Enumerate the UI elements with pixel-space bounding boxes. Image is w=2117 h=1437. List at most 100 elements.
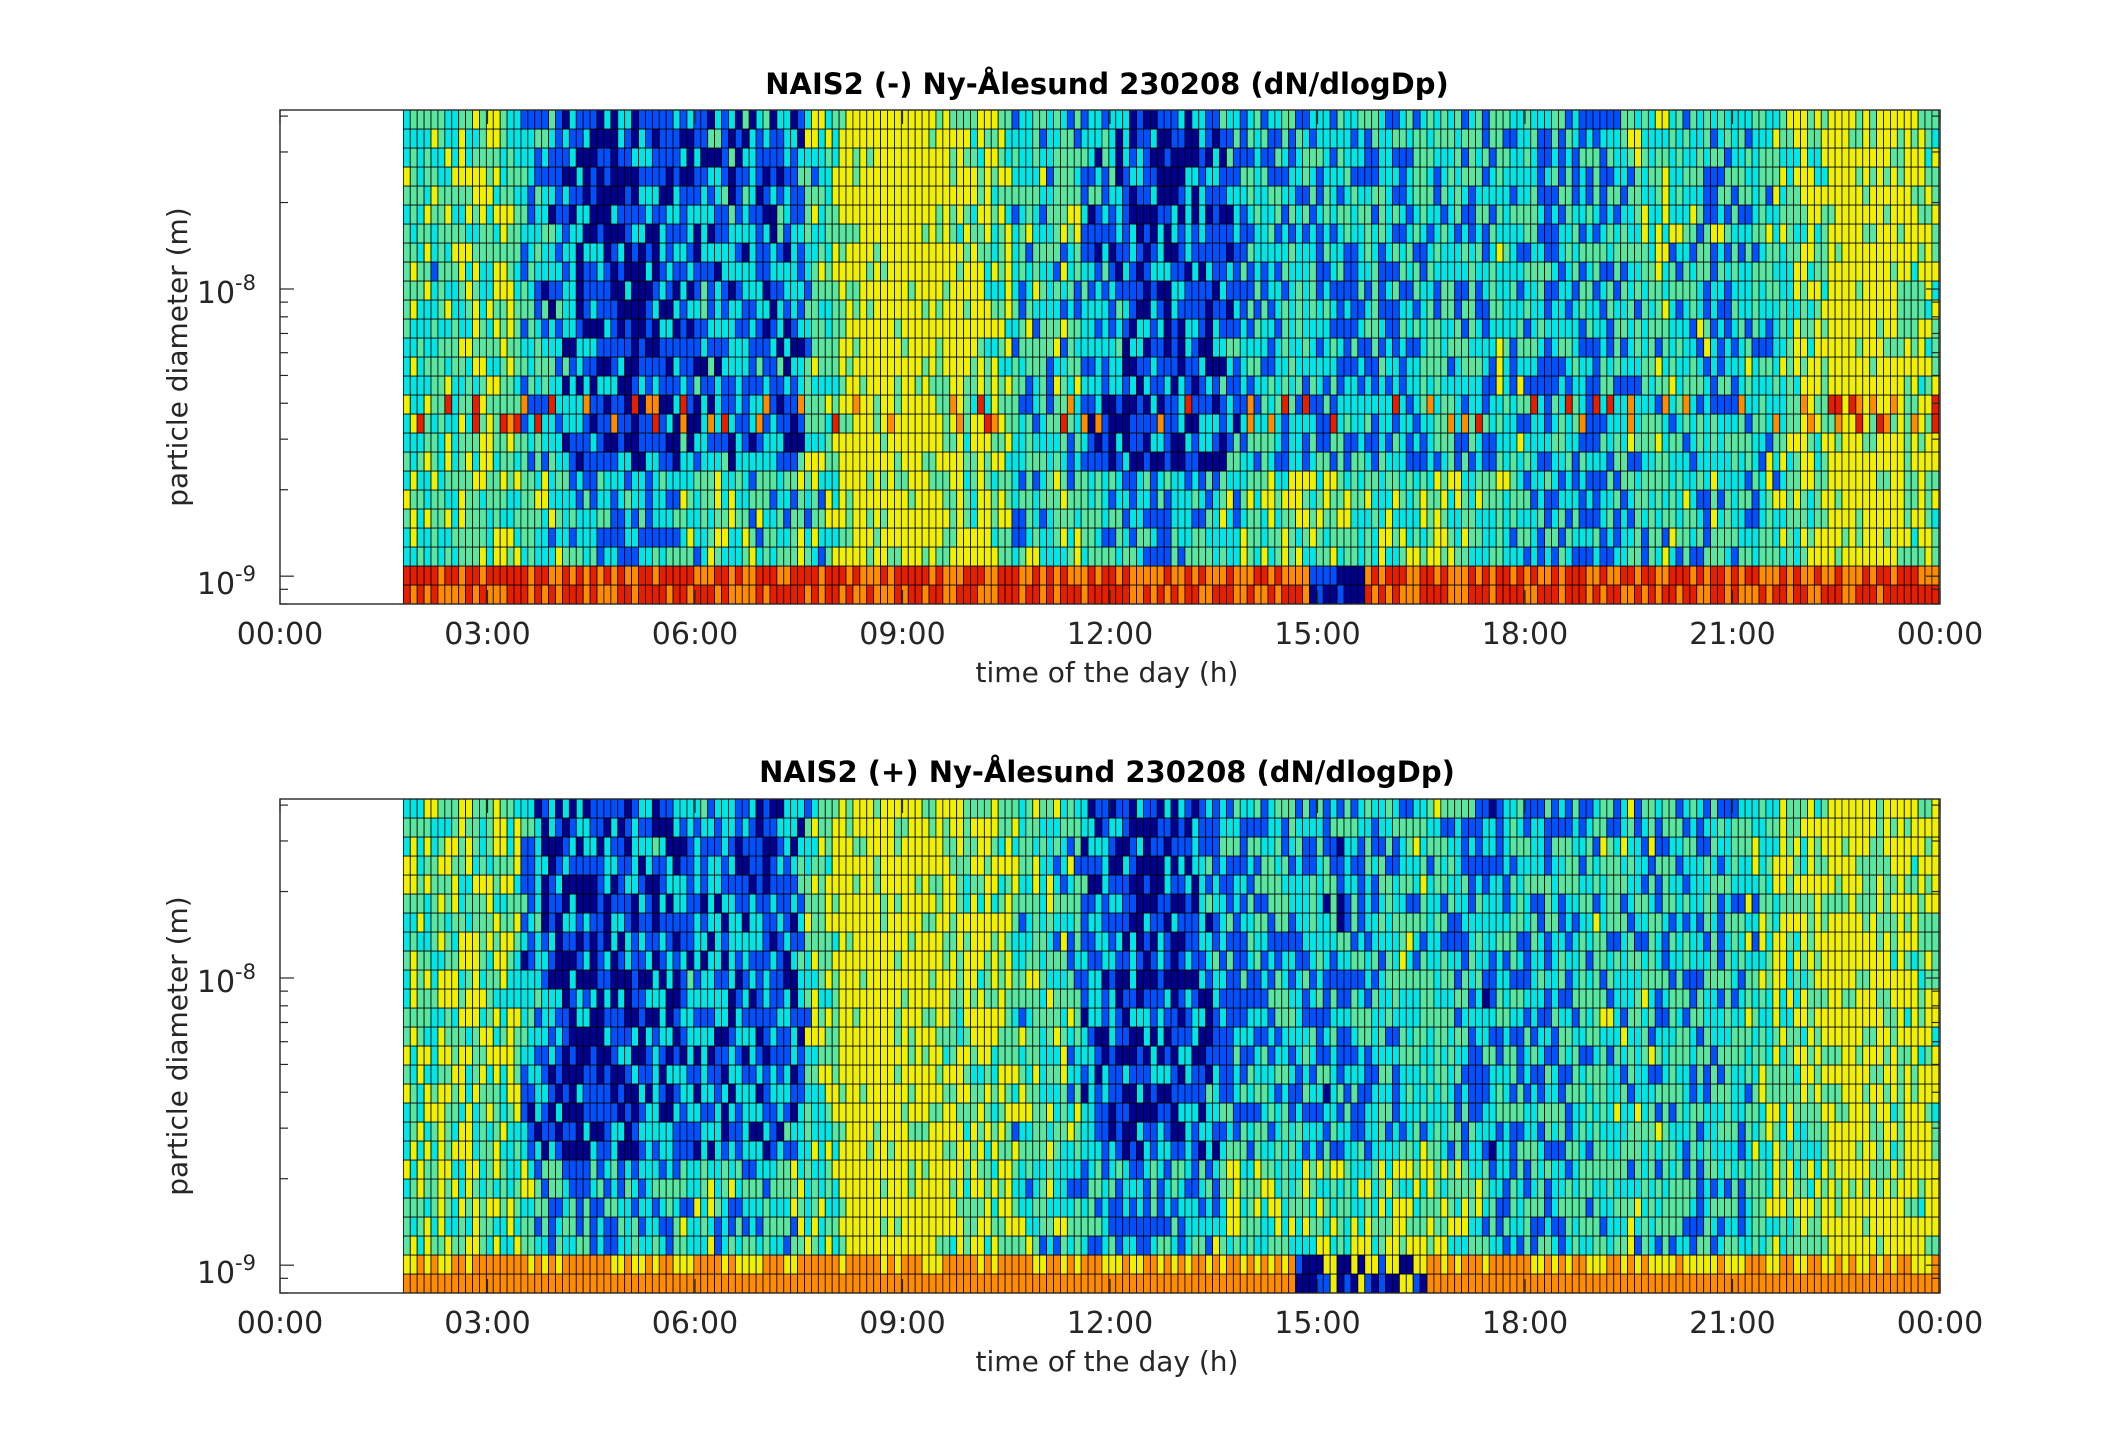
heatmap-cell — [409, 280, 418, 301]
heatmap-cell — [762, 318, 771, 339]
heatmap-cell — [1682, 147, 1691, 168]
heatmap-cell — [1156, 356, 1165, 377]
heatmap-cell — [859, 394, 868, 415]
heatmap-cell — [1668, 527, 1677, 548]
heatmap-cell — [880, 185, 888, 206]
heatmap-cell — [866, 261, 875, 282]
heatmap-cell — [541, 242, 549, 263]
heatmap-cell — [1447, 128, 1456, 149]
heatmap-cell — [527, 147, 536, 168]
heatmap-cell — [1571, 299, 1580, 320]
heatmap-cell — [631, 318, 639, 339]
heatmap-cell — [783, 223, 792, 244]
heatmap-cell — [824, 318, 833, 339]
heatmap-cell — [1260, 565, 1269, 586]
heatmap-cell — [603, 375, 612, 396]
heatmap-cell — [1551, 394, 1559, 415]
heatmap-cell — [1481, 147, 1490, 168]
heatmap-cell — [1053, 242, 1061, 263]
heatmap-cell — [603, 508, 612, 529]
heatmap-cell — [1641, 356, 1649, 377]
heatmap-cell — [1177, 451, 1186, 472]
heatmap-cell — [700, 394, 709, 415]
heatmap-cell — [1433, 109, 1442, 130]
heatmap-cell — [485, 546, 494, 567]
heatmap-cell — [548, 337, 556, 358]
heatmap-cell — [1032, 413, 1041, 434]
heatmap-cell — [492, 470, 501, 491]
heatmap-cell — [831, 413, 840, 434]
heatmap-cell — [1696, 109, 1705, 130]
heatmap-cell — [1606, 565, 1615, 586]
heatmap-cell — [1502, 204, 1511, 225]
heatmap-cell — [617, 394, 626, 415]
heatmap-cell — [1558, 185, 1566, 206]
heatmap-cell — [658, 223, 667, 244]
heatmap-cell — [824, 185, 833, 206]
heatmap-cell — [1689, 166, 1698, 187]
heatmap-cell — [1212, 147, 1220, 168]
heatmap-cell — [1156, 489, 1165, 510]
heatmap-cell — [451, 128, 460, 149]
heatmap-cell — [1322, 451, 1331, 472]
heatmap-cell — [1592, 261, 1601, 282]
heatmap-cell — [1260, 375, 1269, 396]
heatmap-cell — [1260, 489, 1269, 510]
heatmap-cell — [797, 394, 805, 415]
heatmap-cell — [402, 242, 411, 263]
heatmap-cell — [1094, 166, 1103, 187]
heatmap-cell — [1433, 508, 1442, 529]
heatmap-cell — [402, 337, 411, 358]
heatmap-cell — [811, 508, 819, 529]
heatmap-cell — [804, 546, 812, 567]
heatmap-cell — [1073, 147, 1082, 168]
heatmap-cell — [492, 489, 501, 510]
heatmap-cell — [1267, 375, 1276, 396]
heatmap-cell — [1253, 185, 1262, 206]
heatmap-cell — [859, 185, 868, 206]
heatmap-cell — [1170, 147, 1179, 168]
heatmap-cell — [1205, 356, 1214, 377]
heatmap-cell — [956, 204, 964, 225]
heatmap-cell — [1115, 242, 1124, 263]
heatmap-cell — [1724, 394, 1732, 415]
heatmap-cell — [1205, 242, 1214, 263]
heatmap-cell — [1080, 356, 1089, 377]
heatmap-cell — [928, 299, 937, 320]
heatmap-cell — [755, 432, 764, 453]
heatmap-cell — [1717, 128, 1725, 149]
heatmap-cell — [1703, 280, 1712, 301]
heatmap-cell — [562, 508, 570, 529]
heatmap-cell — [1357, 432, 1366, 453]
heatmap-cell — [1606, 280, 1615, 301]
heatmap-cell — [1018, 413, 1027, 434]
heatmap-cell — [721, 432, 729, 453]
heatmap-cell — [1281, 280, 1290, 301]
heatmap-cell — [1502, 584, 1511, 605]
heatmap-cell — [1364, 242, 1373, 263]
heatmap-cell — [1481, 223, 1490, 244]
heatmap-cell — [624, 356, 632, 377]
heatmap-cell — [1606, 546, 1615, 567]
heatmap-cell — [603, 565, 612, 586]
heatmap-cell — [1647, 546, 1656, 567]
heatmap-cell — [582, 394, 591, 415]
heatmap-cell — [1385, 546, 1393, 567]
heatmap-cell — [1198, 527, 1207, 548]
heatmap-cell — [1156, 470, 1165, 491]
heatmap-cell — [638, 280, 646, 301]
heatmap-cell — [451, 584, 460, 605]
heatmap-cell — [541, 185, 549, 206]
heatmap-cell — [603, 147, 612, 168]
heatmap-cell — [1156, 432, 1165, 453]
heatmap-cell — [970, 432, 978, 453]
heatmap-cell — [887, 166, 895, 187]
heatmap-cell — [1219, 128, 1227, 149]
heatmap-cell — [831, 565, 840, 586]
heatmap-cell — [1558, 299, 1566, 320]
heatmap-cell — [1571, 337, 1580, 358]
heatmap-cell — [568, 356, 577, 377]
heatmap-cell — [686, 413, 695, 434]
heatmap-cell — [589, 432, 598, 453]
heatmap-cell — [880, 394, 888, 415]
